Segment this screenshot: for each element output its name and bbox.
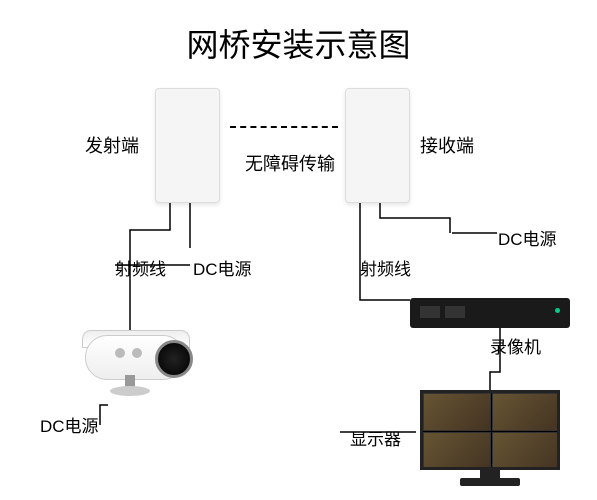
label-receiver: 接收端 (420, 132, 474, 158)
label-rf-left: 射频线 (115, 255, 166, 280)
ip-camera (60, 330, 190, 400)
monitor-device (420, 390, 560, 490)
label-wireless: 无障碍传输 (245, 150, 335, 176)
label-nvr: 录像机 (490, 333, 541, 358)
nvr-device (410, 298, 570, 328)
label-dc-rx: DC电源 (498, 225, 557, 250)
label-monitor: 显示器 (350, 425, 401, 450)
label-transmitter: 发射端 (85, 132, 139, 158)
label-rf-right: 射频线 (360, 255, 411, 280)
label-dc-cam: DC电源 (40, 412, 99, 437)
label-dc-tx: DC电源 (193, 255, 252, 280)
